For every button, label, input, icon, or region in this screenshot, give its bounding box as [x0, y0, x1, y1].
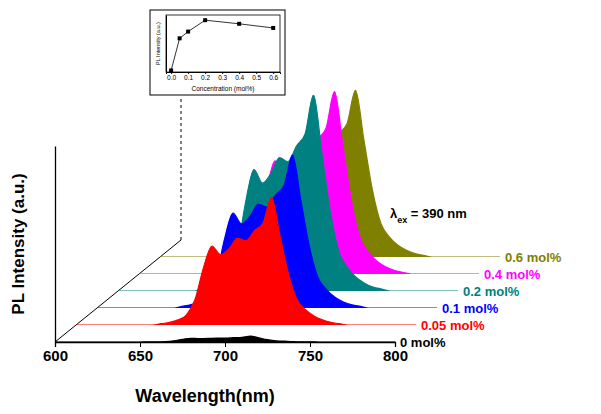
inset-box	[150, 10, 285, 95]
inset-marker	[203, 18, 207, 22]
tick-label: 650	[128, 347, 153, 364]
tick-label: 0.6	[269, 74, 278, 81]
tick-label: 700	[213, 347, 238, 364]
series-label: 0.6 mol%	[505, 250, 562, 265]
inset-marker	[178, 36, 182, 40]
back-wall-line	[181, 98, 182, 240]
x-axis: 600 650 700 750 800	[43, 342, 408, 364]
tick: 0.3	[218, 72, 227, 81]
inset-plot-frame	[166, 15, 280, 72]
tick-label: 0.3	[218, 74, 227, 81]
tick-label: 0.0	[167, 74, 176, 81]
series	[76, 198, 416, 325]
tick: 0.6	[269, 72, 278, 81]
tick: 0.4	[235, 72, 244, 81]
axis-line	[166, 16, 167, 73]
series	[55, 336, 395, 342]
chart: 0.6 mol% 0.4 mol% 0.2 mol% 0.1 mol% 0.05 mol…	[0, 0, 601, 414]
series-label: 0.4 mol%	[484, 267, 541, 282]
tick: 0.1	[184, 72, 193, 81]
tick-label: 0.1	[184, 74, 193, 81]
inset-marker	[271, 26, 275, 30]
tick-label: 800	[383, 347, 408, 364]
tick-label: 0.2	[201, 74, 210, 81]
tick-label: 0.4	[235, 74, 244, 81]
tick: 600	[43, 342, 68, 364]
series-label: 0.05 mol%	[421, 318, 485, 333]
tick-label: 750	[298, 347, 323, 364]
y-axis	[55, 147, 56, 343]
tick: 800	[383, 342, 408, 364]
tick: 0.0	[167, 72, 176, 81]
inset-y-axis-title: PL Intensity (a.u.)	[155, 22, 161, 65]
inset-x-axis: 0.0 0.1 0.2 0.3 0.4 0.5 0.6	[167, 72, 281, 81]
inset-y-axis	[166, 16, 167, 73]
tick: 0.5	[252, 72, 261, 81]
series-label: 0.2 mol%	[463, 284, 520, 299]
spectrum-area	[55, 336, 395, 342]
annotation: λex = 390 nm	[390, 206, 467, 225]
tick-label: 0.5	[252, 74, 261, 81]
inset-marker	[186, 30, 190, 34]
inset-line	[171, 20, 273, 70]
tick-label: 600	[43, 347, 68, 364]
tick: 0.2	[201, 72, 210, 81]
tick: 700	[213, 342, 238, 364]
frame	[55, 98, 181, 342]
axis-line	[55, 147, 56, 343]
tick: 650	[128, 342, 153, 364]
x-axis-title: Wavelength(nm)	[135, 386, 274, 406]
inset-x-axis-title: Concentration (mol%)	[192, 85, 255, 93]
series-label: 0.1 mol%	[442, 301, 499, 316]
y-axis-title: PL Intensity (a.u.)	[9, 173, 28, 314]
inset-series	[169, 18, 275, 72]
inset-marker	[237, 22, 241, 26]
spectrum-area	[76, 198, 416, 325]
tick: 750	[298, 342, 323, 364]
inset-marker	[169, 68, 173, 72]
